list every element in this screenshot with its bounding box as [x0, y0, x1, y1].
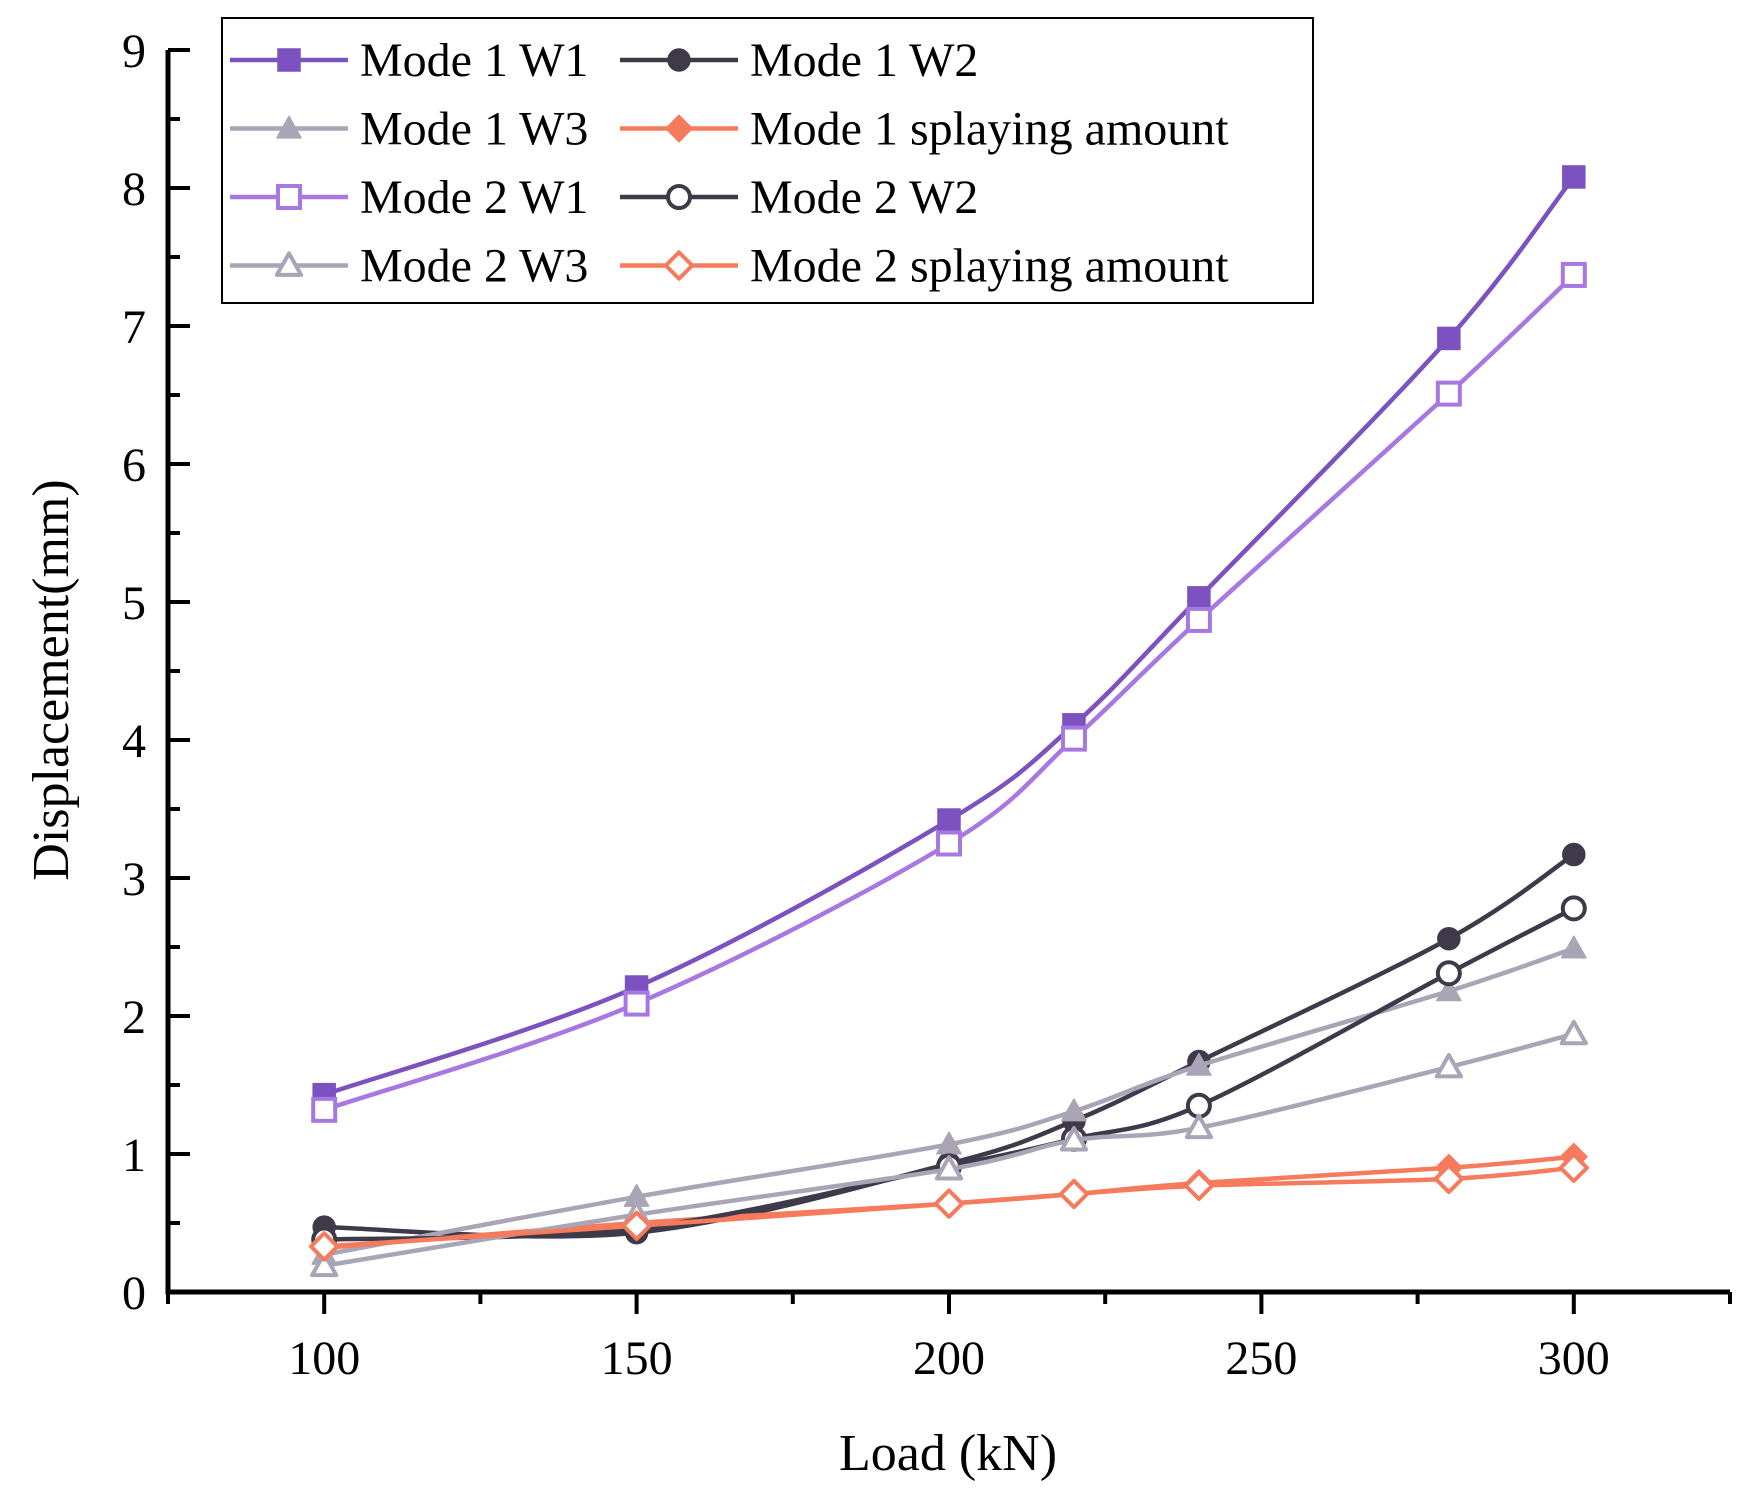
y-tick-label: 1	[122, 1129, 146, 1182]
series-mode-2-w3	[310, 1019, 1588, 1278]
data-point	[1562, 165, 1586, 189]
legend-marker	[665, 114, 693, 143]
data-point	[1560, 895, 1587, 922]
legend-marker	[276, 115, 302, 139]
legend-label: Mode 2 splaying amount	[750, 240, 1229, 293]
axes-layer: 0 1 2 3 4 5 6 7 8 9 100 150 200 250 300	[122, 25, 1732, 1385]
legend-item: Mode 1 W1	[230, 34, 588, 87]
legend-label: Mode 1 W2	[750, 34, 978, 87]
data-point	[1435, 380, 1462, 407]
data-point	[1434, 1052, 1463, 1079]
legend-label: Mode 2 W1	[360, 171, 588, 224]
legend-label: Mode 2 W3	[360, 240, 588, 293]
data-point	[937, 808, 961, 832]
legend-marker	[276, 184, 302, 210]
legend-box	[221, 17, 1314, 304]
legend-marker	[666, 184, 692, 210]
x-tick-label: 150	[601, 1332, 673, 1385]
legend: Mode 1 W1 Mode 1 W2 Mode 1 W3 Mode 1 splayi…	[221, 17, 1314, 304]
data-point	[1184, 1113, 1214, 1140]
data-point	[623, 990, 650, 1017]
data-point	[1437, 926, 1461, 951]
series-line	[323, 175, 1576, 1097]
y-tick-label: 3	[122, 853, 146, 906]
data-point	[309, 1231, 340, 1262]
data-point	[1059, 1126, 1089, 1152]
data-point	[1187, 586, 1211, 610]
y-tick-label: 2	[122, 991, 146, 1044]
data-point	[1433, 1163, 1465, 1195]
legend-item: Mode 2 W1	[230, 171, 588, 224]
series-line	[323, 1031, 1575, 1269]
legend-label: Mode 2 W2	[750, 171, 978, 224]
data-point	[1559, 1019, 1588, 1046]
legend-marker	[663, 250, 695, 281]
legend-marker	[667, 48, 691, 72]
series-layer	[309, 165, 1589, 1278]
series-line	[324, 852, 1576, 1239]
series-line	[323, 946, 1575, 1257]
data-point	[1435, 960, 1462, 987]
legend-marker	[274, 251, 304, 277]
legend-label: Mode 1 W3	[360, 103, 588, 156]
data-point	[1058, 1178, 1090, 1210]
x-tick-label: 100	[288, 1332, 360, 1385]
legend-item: Mode 2 W2	[620, 171, 978, 224]
data-point	[1185, 606, 1212, 633]
data-point	[1183, 1170, 1215, 1201]
y-tick-label: 7	[122, 301, 146, 354]
series-line	[323, 273, 1576, 1112]
data-point	[311, 1096, 338, 1123]
series-mode-2-w1	[311, 261, 1587, 1123]
x-tick-label: 300	[1538, 1332, 1610, 1385]
x-tick-label: 250	[1225, 1332, 1297, 1385]
data-point	[1061, 1098, 1087, 1122]
legend-item: Mode 2 W3	[230, 240, 588, 293]
data-point	[1560, 261, 1587, 288]
data-point	[1560, 935, 1587, 959]
y-axis-title: Displacement(mm)	[23, 479, 80, 880]
series-mode-1-w3	[311, 935, 1587, 1265]
y-tick-label: 4	[122, 715, 146, 768]
series-line	[324, 1165, 1574, 1249]
data-point	[934, 1155, 964, 1181]
y-tick-label: 9	[122, 25, 146, 78]
y-tick-label: 6	[122, 439, 146, 492]
legend-label: Mode 1 W1	[360, 34, 588, 87]
y-tick-label: 0	[122, 1267, 146, 1320]
legend-item: Mode 1 W3	[230, 103, 588, 156]
legend-item: Mode 1 splaying amount	[620, 103, 1229, 156]
legend-item: Mode 2 splaying amount	[620, 240, 1229, 293]
data-point	[621, 1210, 652, 1241]
legend-label: Mode 1 splaying amount	[750, 103, 1229, 156]
y-tick-label: 8	[122, 163, 146, 216]
series-mode-1-w2	[312, 842, 1586, 1245]
legend-item: Mode 1 W2	[620, 34, 978, 87]
legend-marker	[277, 48, 301, 72]
x-tick-label: 200	[913, 1332, 985, 1385]
data-point	[936, 830, 962, 857]
data-point	[1060, 725, 1087, 752]
data-point	[1437, 326, 1461, 351]
series-mode-2-splaying-amount	[309, 1152, 1589, 1262]
data-point	[1186, 1052, 1212, 1076]
x-axis-title: Load (kN)	[839, 1425, 1057, 1482]
data-point	[310, 1251, 339, 1278]
y-tick-label: 5	[122, 577, 146, 630]
data-point	[1435, 978, 1462, 1002]
data-point	[1562, 842, 1586, 867]
data-point	[1558, 1152, 1589, 1183]
data-point	[933, 1188, 965, 1219]
data-point	[1185, 1092, 1212, 1119]
